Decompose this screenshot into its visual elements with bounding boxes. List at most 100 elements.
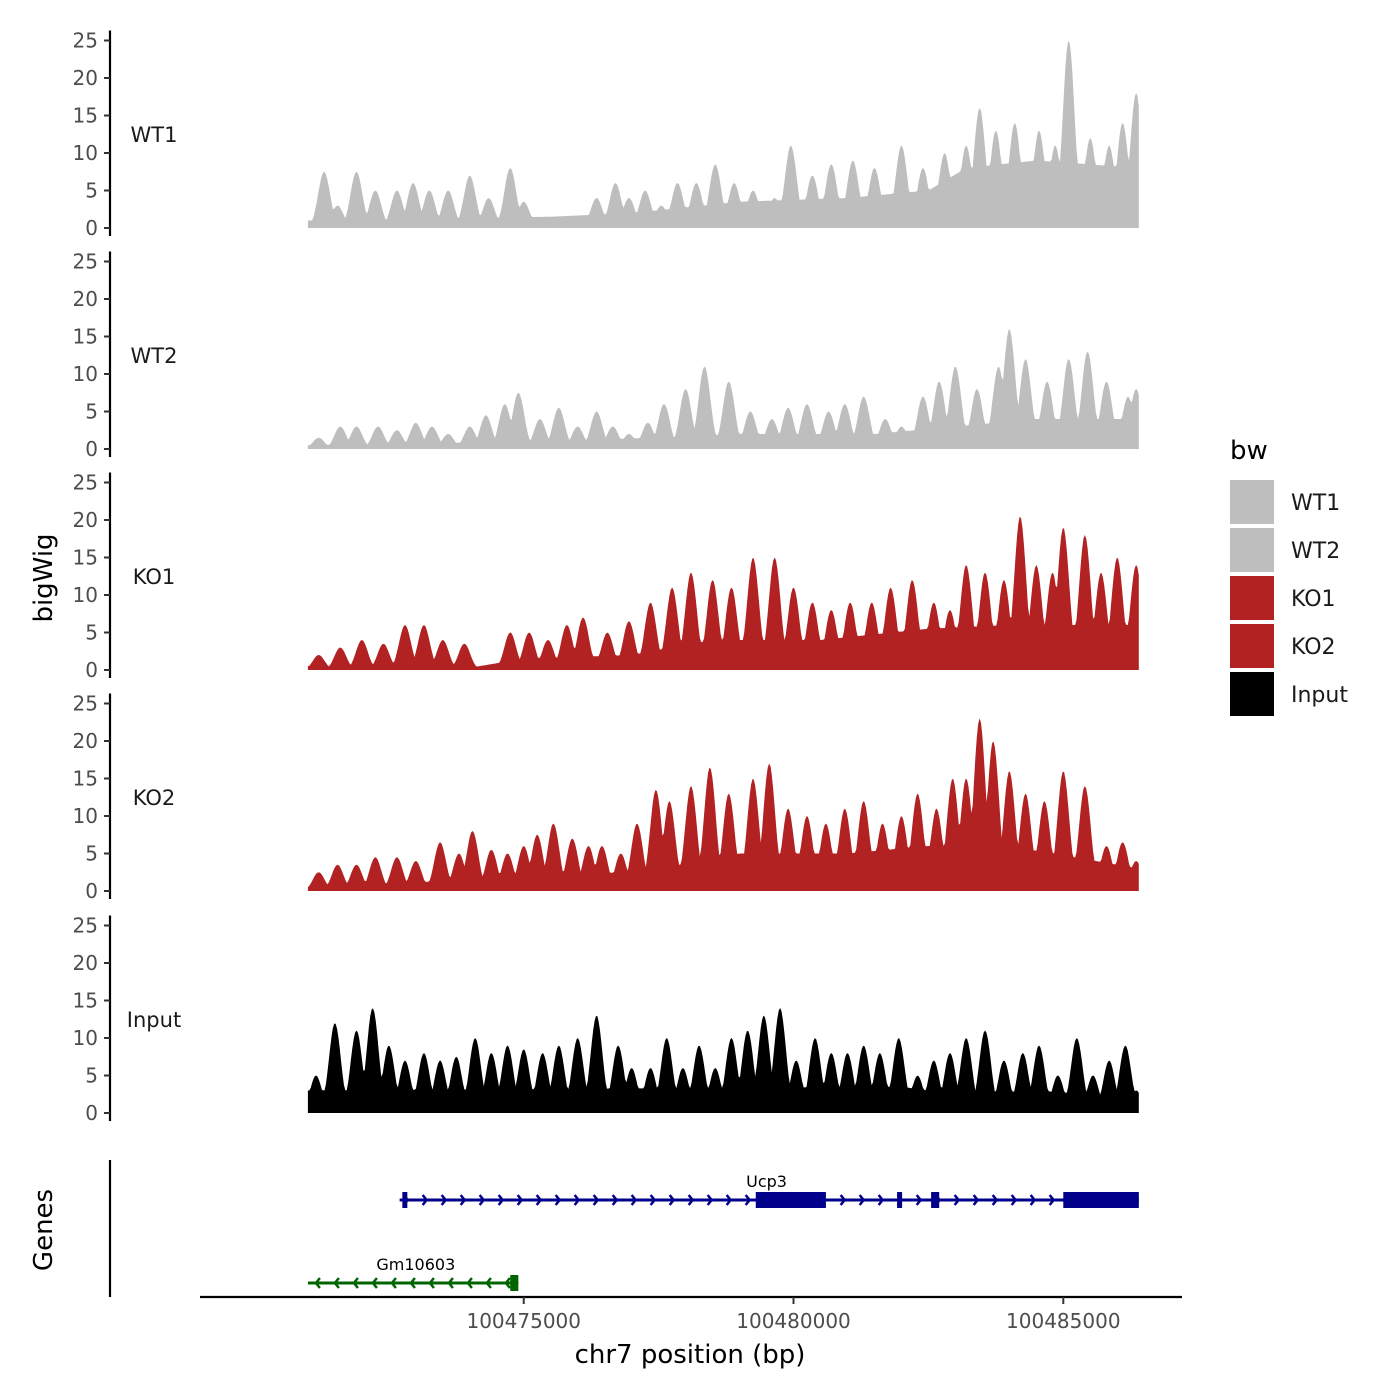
legend-swatch [1230,480,1274,524]
track-ko1: 0 5 10 15 20 25 KO1 [73,471,1139,682]
strand-chevron [447,1277,454,1289]
exon [1063,1192,1139,1208]
track-wt1: 0 5 10 15 20 25 WT1 [73,29,1139,240]
exon [510,1275,519,1291]
legend-swatch [1230,576,1274,620]
strand-chevron [440,1194,448,1206]
strand-chevron [466,1277,473,1289]
gene-track: Ucp3 Gm10603 [108,1160,1139,1297]
strand-chevron [573,1194,581,1206]
track-area-input [307,1008,1139,1113]
strand-chevron [428,1277,435,1289]
y-tick-label: 20 [73,729,98,753]
exon [931,1192,940,1208]
track-ko2: 0 5 10 15 20 25 KO2 [73,692,1139,903]
strand-chevron [991,1194,999,1206]
track-area-wt1 [307,41,1139,228]
y-tick-label: 25 [73,250,98,274]
strand-chevron [390,1277,397,1289]
strand-chevron [1010,1194,1018,1206]
signal-tracks: 0 5 10 15 20 25 WT1 0 5 10 15 20 25 WT2 0 5 10 15 20 25 KO1 0… [73,29,1139,1125]
strand-chevron [877,1194,885,1206]
strand-chevron [668,1194,676,1206]
gene-label: Gm10603 [376,1255,455,1274]
x-tick-label: 100480000 [736,1309,851,1333]
exon [755,1192,826,1208]
y-tick-label: 5 [85,621,98,645]
legend-title: bw [1230,436,1268,466]
y-tick-label: 10 [73,583,98,607]
strand-chevron [706,1194,714,1206]
strand-chevron [371,1277,378,1289]
legend-swatch [1230,624,1274,668]
x-tick-label: 100485000 [1006,1309,1121,1333]
strand-chevron [314,1277,321,1289]
strand-chevron [352,1277,359,1289]
y-tick-label: 20 [73,287,98,311]
x-axis: 100475000 100480000 100485000 [200,1295,1182,1333]
strand-chevron [421,1194,429,1206]
strand-chevron [516,1194,524,1206]
strand-chevron [953,1194,961,1206]
legend-label: KO1 [1291,587,1336,612]
gene-label: Ucp3 [746,1172,787,1191]
exon [402,1192,408,1208]
strand-chevron [630,1194,638,1206]
legend-label: Input [1291,683,1348,708]
strand-chevron [485,1277,492,1289]
y-tick-label: 20 [73,508,98,532]
strand-chevron [535,1194,543,1206]
y-tick-label: 5 [85,179,98,203]
strand-chevron [744,1194,752,1206]
strand-chevron [915,1194,923,1206]
track-label: KO2 [133,786,176,810]
strand-chevron [687,1194,695,1206]
y-tick-label: 0 [85,216,98,240]
y-tick-label: 0 [85,879,98,903]
track-area-ko2 [307,718,1139,891]
strand-chevron [1029,1194,1037,1206]
y-tick-label: 15 [73,104,98,128]
strand-chevron [592,1194,600,1206]
strand-chevron [858,1194,866,1206]
track-label: WT2 [131,344,178,368]
legend-swatch [1230,672,1274,716]
y-tick-label: 10 [73,1026,98,1050]
track-label: KO1 [133,565,176,589]
legend-label: KO2 [1291,635,1336,660]
track-label: WT1 [131,123,178,147]
exon [897,1192,903,1208]
y-tick-label: 25 [73,29,98,53]
strand-chevron [409,1277,416,1289]
y-tick-label: 15 [73,767,98,791]
x-axis-title: chr7 position (bp) [575,1340,806,1370]
y-tick-label: 0 [85,1101,98,1125]
strand-chevron [497,1194,505,1206]
strand-chevron [554,1194,562,1206]
y-tick-label: 15 [73,325,98,349]
legend-label: WT2 [1291,539,1340,564]
y-tick-label: 20 [73,66,98,90]
y-tick-label: 25 [73,692,98,716]
strand-chevron [504,1277,511,1289]
y-tick-label: 10 [73,804,98,828]
track-area-ko1 [307,516,1139,670]
strand-chevron [459,1194,467,1206]
y-tick-label: 5 [85,1064,98,1088]
y-tick-label: 25 [73,471,98,495]
strand-chevron [972,1194,980,1206]
y-tick-label: 5 [85,400,98,424]
legend-swatch [1230,528,1274,572]
x-tick-label: 100475000 [466,1309,581,1333]
strand-chevron [725,1194,733,1206]
track-wt2: 0 5 10 15 20 25 WT2 [73,250,1139,461]
y-tick-label: 0 [85,658,98,682]
y-tick-label: 0 [85,437,98,461]
strand-chevron [611,1194,619,1206]
gene-ucp3: Ucp3 [399,1172,1139,1208]
y-tick-label: 20 [73,951,98,975]
y-tick-label: 15 [73,989,98,1013]
strand-chevron [649,1194,657,1206]
